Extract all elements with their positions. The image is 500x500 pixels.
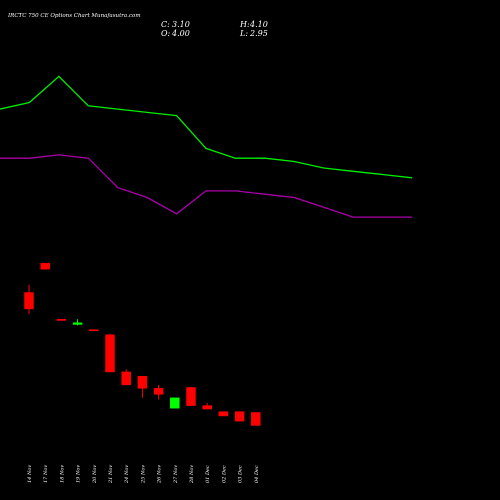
candle-body [153, 388, 164, 395]
low-label: L: [239, 29, 248, 38]
candle-25-nov [137, 376, 148, 398]
candle-17-nov [40, 262, 50, 270]
candle-body [251, 412, 261, 426]
candle-body [234, 411, 245, 422]
date-label: 02 Dec [221, 465, 227, 483]
ohlc-readout: C: 3.10 O: 4.00 H: 4.10 L: 2.95 [161, 20, 268, 38]
close-value: 3.10 [172, 20, 190, 29]
candle-02-dec [218, 411, 229, 417]
date-label: 04 Dec [254, 465, 260, 483]
candle-01-dec [202, 403, 212, 410]
open-label: O: [161, 29, 171, 38]
candle-body [137, 376, 148, 389]
high-value: 4.10 [249, 20, 268, 29]
candle-body [121, 371, 131, 386]
candles [24, 262, 261, 426]
date-label: 03 Dec [238, 465, 244, 483]
candle-18-nov [56, 319, 67, 321]
high-label: H: [239, 20, 250, 29]
candle-28-nov [186, 387, 196, 406]
candle-body [40, 262, 50, 270]
candle-21-nov [105, 333, 115, 373]
candle-19-nov [72, 319, 83, 326]
low-value: 2.95 [249, 29, 268, 38]
date-label: 25 Nov [140, 465, 146, 484]
candle-20-nov [89, 329, 99, 332]
candle-body [186, 387, 196, 406]
candle-body [56, 319, 67, 321]
candle-body [72, 322, 83, 325]
candle-24-nov [121, 369, 131, 386]
date-label: 01 Dec [205, 465, 211, 483]
candle-body [89, 329, 99, 332]
candle-04-dec [251, 412, 261, 426]
candle-27-nov [170, 397, 180, 409]
close-label: C: [161, 20, 170, 29]
date-label: 26 Nov [157, 465, 163, 484]
candle-body [24, 292, 34, 310]
candle-03-dec [234, 411, 245, 422]
date-label: 17 Nov [43, 465, 49, 483]
open-value: 4.00 [171, 29, 190, 38]
lower-indicator-line [0, 154, 412, 218]
date-label: 24 Nov [124, 465, 130, 484]
candle-14-nov [24, 284, 34, 315]
upper-indicator-line [0, 75, 413, 179]
indicator-lines [0, 75, 413, 218]
candle-body [202, 405, 212, 410]
date-label: 14 Nov [27, 465, 33, 483]
date-label: 20 Nov [92, 465, 98, 484]
date-label: 21 Nov [108, 465, 114, 484]
candle-body [105, 334, 115, 373]
date-label: 19 Nov [76, 465, 82, 483]
candle-26-nov [153, 384, 164, 400]
date-label: 28 Nov [189, 465, 195, 484]
candle-body [170, 397, 180, 409]
candle-body [218, 411, 229, 417]
date-label: 18 Nov [59, 465, 65, 483]
chart-title: IRCTC 750 CE Options Chart Munafasutra.c… [7, 13, 141, 19]
date-label: 27 Nov [173, 465, 179, 484]
date-axis-labels: 14 Nov 17 Nov 18 Nov 19 Nov 20 Nov 21 Nov 24 N… [27, 465, 260, 484]
